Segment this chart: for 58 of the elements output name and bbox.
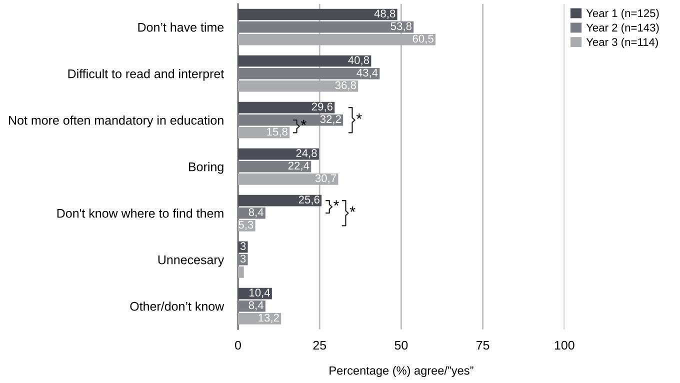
annotation: * (334, 200, 340, 206)
y-tick-label: Don't know where to find them (57, 208, 224, 218)
y-tick-label: Not more often mandatory in education (9, 116, 224, 128)
data-label: 15,8 (267, 128, 288, 137)
data-label: 40,8 (348, 56, 370, 66)
bar (238, 55, 372, 67)
y-tick-label: Don’t have time (138, 22, 224, 32)
y-tick-label: Boring (189, 162, 224, 174)
y-tick-label: Unnecesary (158, 256, 224, 267)
x-tick-label: 50 (394, 340, 408, 350)
bar (238, 68, 380, 80)
bar (238, 21, 414, 33)
legend-label: Year 1 (n=125) (586, 9, 659, 20)
bar (238, 300, 266, 312)
bar (238, 80, 358, 92)
annotation: * (356, 114, 362, 119)
bar (238, 174, 338, 185)
bar (238, 266, 244, 278)
bar (238, 102, 335, 114)
data-label: 22,4 (288, 162, 310, 171)
data-label: 30,7 (315, 174, 336, 184)
bar (238, 8, 398, 20)
data-label: 10,4 (250, 288, 270, 298)
y-tick-label: Other/don’t know (130, 302, 224, 311)
x-axis-title: Percentage (%) agree/”yes” (330, 366, 474, 378)
x-tick-label: 0 (235, 340, 241, 350)
x-tick-label: 100 (554, 340, 574, 350)
bar (238, 254, 248, 266)
bar (238, 194, 322, 206)
data-label: 32,2 (320, 115, 341, 124)
bar (238, 34, 436, 46)
data-label: 8,4 (248, 208, 264, 218)
annotation: * (350, 206, 356, 212)
data-label: 25,6 (298, 196, 320, 205)
bar (238, 313, 282, 324)
data-label: 8,4 (248, 301, 264, 310)
x-tick-label: 25 (313, 340, 326, 350)
y-tick-label: Difficult to read and interpret (68, 69, 224, 81)
data-label: 48,8 (374, 10, 396, 19)
data-label: 36,8 (335, 81, 356, 90)
data-label: 43,4 (356, 68, 378, 78)
data-label: 24,8 (296, 149, 317, 158)
data-label: 53,8 (390, 22, 412, 32)
data-label: 13,2 (258, 314, 279, 323)
data-label: 60,5 (412, 34, 434, 44)
legend-label: Year 2 (n=143) (586, 23, 659, 34)
bar (238, 148, 319, 160)
data-label: 3 (240, 254, 246, 263)
data-label: 29,6 (312, 102, 332, 112)
bar (238, 127, 290, 138)
annotation: * (300, 120, 306, 126)
legend-label: Year 3 (n=114) (586, 38, 658, 48)
x-tick-label: 75 (476, 340, 490, 350)
data-label: 3 (240, 242, 246, 250)
bar (238, 207, 266, 219)
data-label: 5,3 (238, 220, 254, 230)
bar (238, 160, 312, 172)
bar (238, 114, 344, 126)
